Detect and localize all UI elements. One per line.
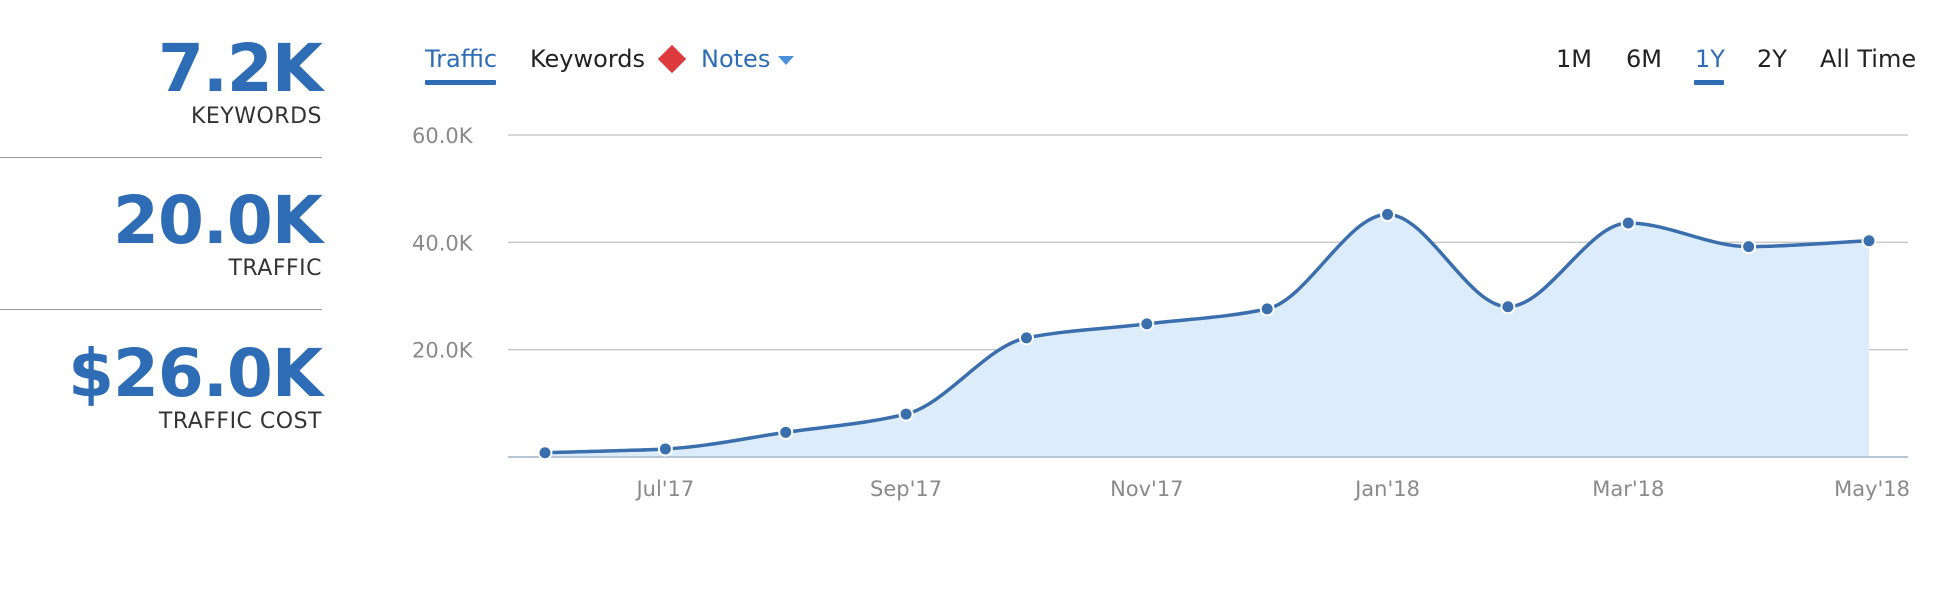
- range-all-time[interactable]: All Time: [1820, 45, 1917, 73]
- y-tick-label: 20.0K: [412, 339, 474, 363]
- data-point[interactable]: [898, 406, 914, 422]
- data-point[interactable]: [1500, 299, 1516, 315]
- x-tick-label: Mar'18: [1592, 477, 1664, 501]
- data-point[interactable]: [1018, 330, 1034, 346]
- stat-keywords-label: KEYWORDS: [190, 104, 322, 129]
- range-2y[interactable]: 2Y: [1757, 45, 1787, 73]
- range-1m[interactable]: 1M: [1556, 45, 1592, 73]
- x-tick-label: Jul'17: [634, 477, 694, 501]
- x-tick-label: Jan'18: [1353, 477, 1420, 501]
- data-point[interactable]: [1741, 239, 1757, 255]
- stat-keywords-value: 7.2K: [157, 30, 323, 107]
- y-tick-label: 60.0K: [412, 124, 474, 148]
- stat-traffic-cost[interactable]: $26.0K TRAFFIC COST: [0, 335, 323, 435]
- data-point[interactable]: [1620, 215, 1636, 231]
- chevron-down-icon[interactable]: [778, 56, 794, 65]
- range-1y-underline: [1694, 80, 1724, 85]
- stat-traffic-cost-label: TRAFFIC COST: [158, 409, 322, 434]
- data-point[interactable]: [537, 445, 553, 461]
- y-tick-label: 40.0K: [412, 231, 474, 255]
- x-tick-label: May'18: [1834, 477, 1910, 501]
- stat-traffic[interactable]: 20.0K TRAFFIC: [0, 182, 323, 282]
- stat-keywords[interactable]: 7.2K KEYWORDS: [0, 30, 323, 130]
- tab-traffic-underline: [425, 80, 496, 85]
- traffic-area: [545, 214, 1869, 457]
- stat-traffic-value: 20.0K: [113, 182, 323, 259]
- data-point[interactable]: [1259, 301, 1275, 317]
- tab-keywords[interactable]: Keywords: [530, 45, 646, 73]
- range-1y[interactable]: 1Y: [1695, 45, 1725, 73]
- data-point[interactable]: [1139, 316, 1155, 332]
- x-tick-label: Nov'17: [1110, 477, 1183, 501]
- stat-traffic-label: TRAFFIC: [228, 256, 322, 281]
- tab-notes[interactable]: Notes: [701, 45, 771, 73]
- stat-divider: [0, 309, 322, 310]
- x-tick-label: Sep'17: [870, 477, 942, 501]
- data-point[interactable]: [1380, 206, 1396, 222]
- tab-traffic[interactable]: Traffic: [425, 45, 498, 73]
- stat-traffic-cost-value: $26.0K: [68, 335, 323, 412]
- stat-divider: [0, 157, 322, 158]
- data-point[interactable]: [778, 424, 794, 440]
- data-point[interactable]: [1861, 233, 1877, 249]
- data-point[interactable]: [657, 441, 673, 457]
- range-6m[interactable]: 6M: [1626, 45, 1662, 73]
